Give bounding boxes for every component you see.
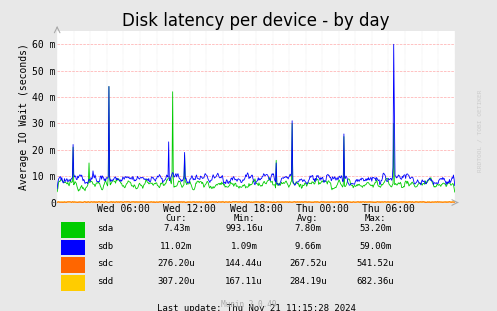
Text: 167.11u: 167.11u — [225, 277, 263, 286]
Text: 276.20u: 276.20u — [158, 259, 195, 268]
Bar — [61, 240, 85, 255]
Text: 993.16u: 993.16u — [225, 224, 263, 233]
Text: sdd: sdd — [97, 277, 113, 286]
Text: Avg:: Avg: — [297, 214, 319, 223]
Text: 11.02m: 11.02m — [161, 242, 192, 251]
Text: 144.44u: 144.44u — [225, 259, 263, 268]
Text: 53.20m: 53.20m — [359, 224, 391, 233]
Text: 9.66m: 9.66m — [294, 242, 321, 251]
Text: sdc: sdc — [97, 259, 113, 268]
Text: 59.00m: 59.00m — [359, 242, 391, 251]
Text: Max:: Max: — [364, 214, 386, 223]
Text: 682.36u: 682.36u — [356, 277, 394, 286]
Title: Disk latency per device - by day: Disk latency per device - by day — [122, 12, 390, 30]
Text: 307.20u: 307.20u — [158, 277, 195, 286]
Text: sdb: sdb — [97, 242, 113, 251]
Y-axis label: Average IO Wait (seconds): Average IO Wait (seconds) — [19, 43, 29, 190]
Text: 7.80m: 7.80m — [294, 224, 321, 233]
Text: RRDTOOL / TOBI OETIKER: RRDTOOL / TOBI OETIKER — [477, 89, 482, 172]
Text: 7.43m: 7.43m — [163, 224, 190, 233]
Text: Cur:: Cur: — [166, 214, 187, 223]
Bar — [61, 257, 85, 273]
Text: sda: sda — [97, 224, 113, 233]
Text: 267.52u: 267.52u — [289, 259, 327, 268]
Text: 541.52u: 541.52u — [356, 259, 394, 268]
Text: Munin 2.0.49: Munin 2.0.49 — [221, 300, 276, 309]
Text: Min:: Min: — [233, 214, 255, 223]
Text: Last update: Thu Nov 21 11:15:28 2024: Last update: Thu Nov 21 11:15:28 2024 — [157, 304, 355, 311]
Bar — [61, 275, 85, 290]
Text: 1.09m: 1.09m — [231, 242, 257, 251]
Bar — [61, 222, 85, 238]
Text: 284.19u: 284.19u — [289, 277, 327, 286]
